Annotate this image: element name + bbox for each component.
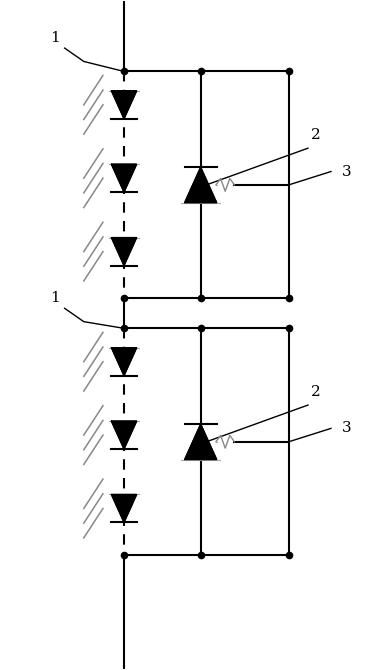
Polygon shape	[112, 348, 137, 376]
Polygon shape	[112, 164, 137, 192]
Polygon shape	[185, 167, 217, 202]
Polygon shape	[112, 91, 137, 119]
Text: 2: 2	[311, 128, 320, 142]
Polygon shape	[185, 424, 217, 460]
Text: 1: 1	[50, 31, 60, 45]
Polygon shape	[112, 238, 137, 265]
Text: 3: 3	[342, 421, 351, 436]
Polygon shape	[112, 421, 137, 449]
Text: 3: 3	[342, 165, 351, 178]
Polygon shape	[112, 494, 137, 523]
Text: 1: 1	[50, 291, 60, 306]
Text: 2: 2	[311, 385, 320, 399]
